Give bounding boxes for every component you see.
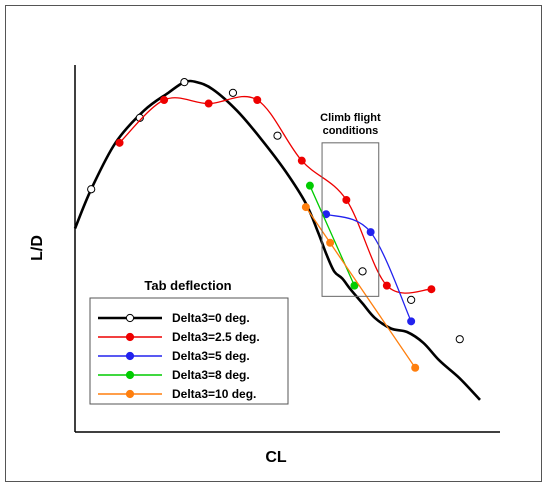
- data-point-delta3-2-5-deg-3: [253, 95, 262, 104]
- series-line-delta3-10-deg: [305, 206, 416, 369]
- data-point-delta3-0-deg-5: [358, 267, 367, 276]
- y-axis-label: L/D: [29, 235, 46, 261]
- data-point-delta3-8-deg-1: [350, 281, 359, 290]
- legend-box: [89, 297, 289, 405]
- climb-annotation-line-1: Climb flight: [320, 112, 381, 124]
- data-point-delta3-2-5-deg-2: [204, 99, 213, 108]
- data-point-delta3-8-deg-0: [305, 181, 314, 190]
- legend-label-delta3-2-5-deg: Delta3=2.5 deg.: [172, 330, 260, 344]
- data-point-delta3-0-deg-2: [180, 78, 189, 87]
- legend-label-delta3-0-deg: Delta3=0 deg.: [172, 311, 250, 325]
- series-line-delta3-0-deg: [73, 79, 481, 401]
- legend-item-delta3-10-deg: Delta3=10 deg.: [98, 387, 256, 401]
- data-point-delta3-0-deg-7: [455, 335, 464, 344]
- legend-item-delta3-5-deg: Delta3=5 deg.: [98, 349, 250, 363]
- data-point-delta3-2-5-deg-7: [427, 285, 436, 294]
- legend-items: Delta3=0 deg. Delta3=2.5 deg. Delta3=5 deg…: [98, 311, 260, 401]
- data-point-delta3-10-deg-1: [326, 238, 335, 247]
- data-point-delta3-5-deg-2: [407, 317, 416, 326]
- series-delta3-0-deg: [73, 78, 481, 401]
- climb-region-rect: [321, 142, 380, 297]
- legend-marker-delta3-8-deg: [125, 370, 135, 380]
- data-point-delta3-0-deg-0: [87, 185, 96, 194]
- series-line-delta3-2-5-deg: [119, 95, 432, 294]
- data-point-delta3-10-deg-0: [301, 203, 310, 212]
- series-delta3-2-5-deg: [115, 95, 436, 294]
- data-point-delta3-2-5-deg-4: [297, 156, 306, 165]
- legend-marker-delta3-0-deg: [125, 313, 135, 323]
- legend-item-delta3-0-deg: Delta3=0 deg.: [98, 311, 250, 325]
- legend-marker-delta3-5-deg: [125, 351, 135, 361]
- legend-marker-delta3-2-5-deg: [125, 332, 135, 342]
- climb-annotation: Climb flight conditions: [320, 112, 381, 297]
- data-point-delta3-2-5-deg-0: [115, 138, 124, 147]
- data-point-delta3-5-deg-1: [366, 228, 375, 237]
- data-point-delta3-10-deg-2: [411, 363, 420, 372]
- legend: Tab deflection Delta3=0 deg. Delta3=2.5 d…: [89, 278, 289, 405]
- x-axis-label: CL: [265, 449, 287, 466]
- legend-item-delta3-2-5-deg: Delta3=2.5 deg.: [98, 330, 260, 344]
- legend-label-delta3-8-deg: Delta3=8 deg.: [172, 368, 250, 382]
- data-point-delta3-2-5-deg-5: [342, 195, 351, 204]
- data-point-delta3-2-5-deg-1: [160, 95, 169, 104]
- climb-annotation-line-2: conditions: [323, 125, 379, 137]
- legend-label-delta3-10-deg: Delta3=10 deg.: [172, 387, 256, 401]
- data-point-delta3-0-deg-6: [407, 295, 416, 305]
- legend-marker-delta3-10-deg: [125, 389, 135, 399]
- series-delta3-8-deg: [305, 181, 359, 290]
- series-delta3-5-deg: [322, 210, 416, 326]
- series-line-delta3-8-deg: [309, 185, 355, 286]
- data-point-delta3-0-deg-3: [228, 88, 238, 97]
- series-delta3-10-deg: [301, 203, 420, 372]
- chart-frame: [5, 5, 542, 482]
- plot-area: [74, 65, 500, 433]
- series-layer: [73, 78, 481, 401]
- legend-label-delta3-5-deg: Delta3=5 deg.: [172, 349, 250, 363]
- data-point-delta3-2-5-deg-6: [382, 281, 391, 290]
- legend-title: Tab deflection: [144, 278, 231, 293]
- data-point-delta3-0-deg-4: [273, 131, 282, 140]
- legend-item-delta3-8-deg: Delta3=8 deg.: [98, 368, 250, 382]
